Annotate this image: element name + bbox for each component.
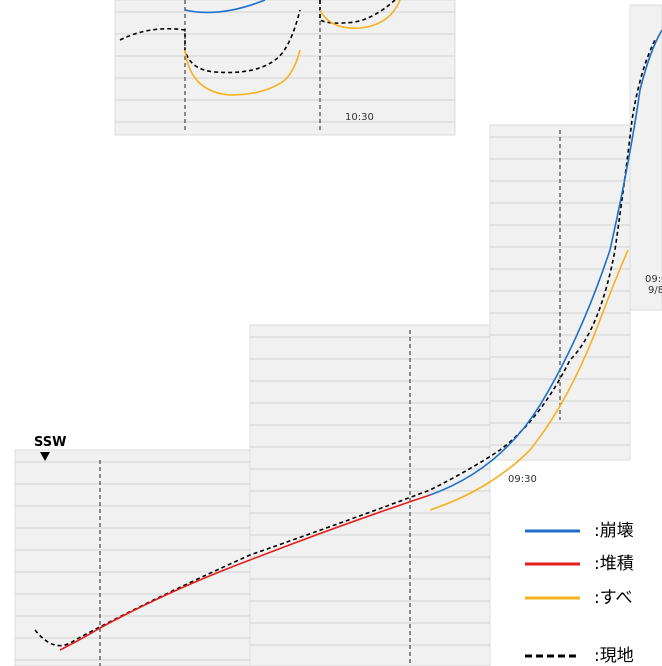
time-label: 10:30: [345, 112, 374, 123]
deposit-profile: [59, 494, 431, 651]
record-panel: [14, 449, 251, 666]
legend: :崩壊 :堆積 :すべ :現地: [525, 521, 634, 666]
echo-records: [14, 0, 662, 666]
direction-label: SSW: [34, 435, 66, 450]
legend-label: :崩壊: [594, 521, 634, 541]
collapse-profile: [184, 0, 662, 496]
record-panel: [114, 0, 456, 136]
legend-label: :すべ: [594, 588, 633, 608]
slip-profile: [184, 0, 629, 511]
record-panel: [249, 324, 491, 666]
time-label: 09:30: [508, 474, 537, 485]
legend-label: :現地: [594, 646, 634, 666]
record-panel: [629, 4, 662, 311]
time-label: 09:00: [645, 274, 662, 285]
date-label: 9/8: [648, 285, 662, 296]
direction-marker: [40, 452, 50, 461]
legend-label: :堆積: [594, 554, 634, 574]
profiles: [34, 0, 662, 651]
